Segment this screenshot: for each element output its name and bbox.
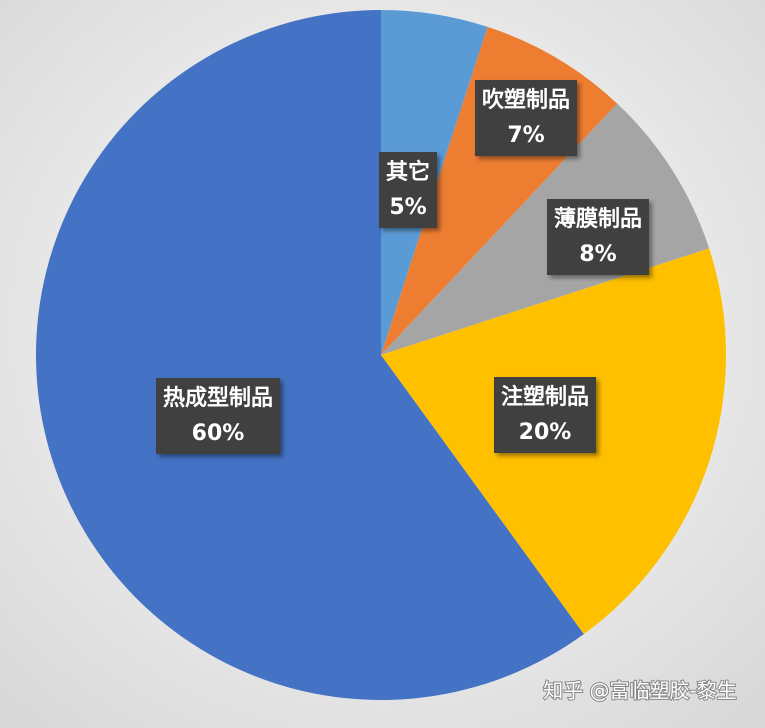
value-label: 5% bbox=[389, 195, 426, 220]
category-label: 注塑制品 bbox=[501, 384, 589, 410]
label-box bbox=[378, 152, 438, 228]
value-label: 60% bbox=[192, 421, 245, 446]
label-box bbox=[493, 377, 597, 453]
pie-slice bbox=[35, 10, 584, 700]
category-label: 吹塑制品 bbox=[482, 87, 570, 113]
category-label: 薄膜制品 bbox=[554, 207, 642, 232]
watermark: 知乎 @富临塑胶-黎生 bbox=[543, 679, 737, 703]
label-box bbox=[546, 199, 650, 275]
label-box bbox=[155, 378, 281, 454]
value-label: 20% bbox=[519, 420, 572, 445]
label-box bbox=[474, 80, 578, 156]
category-label: 其它 bbox=[386, 159, 430, 185]
value-label: 8% bbox=[579, 242, 616, 267]
slices bbox=[35, 10, 726, 700]
category-label: 热成型制品 bbox=[163, 385, 273, 411]
value-label: 7% bbox=[507, 123, 544, 148]
pie-slice bbox=[381, 103, 710, 355]
labels: 其它 5% 吹塑制品 7% 薄膜制品 8% 注塑制品 20% 热成型制品 60% bbox=[155, 80, 650, 454]
